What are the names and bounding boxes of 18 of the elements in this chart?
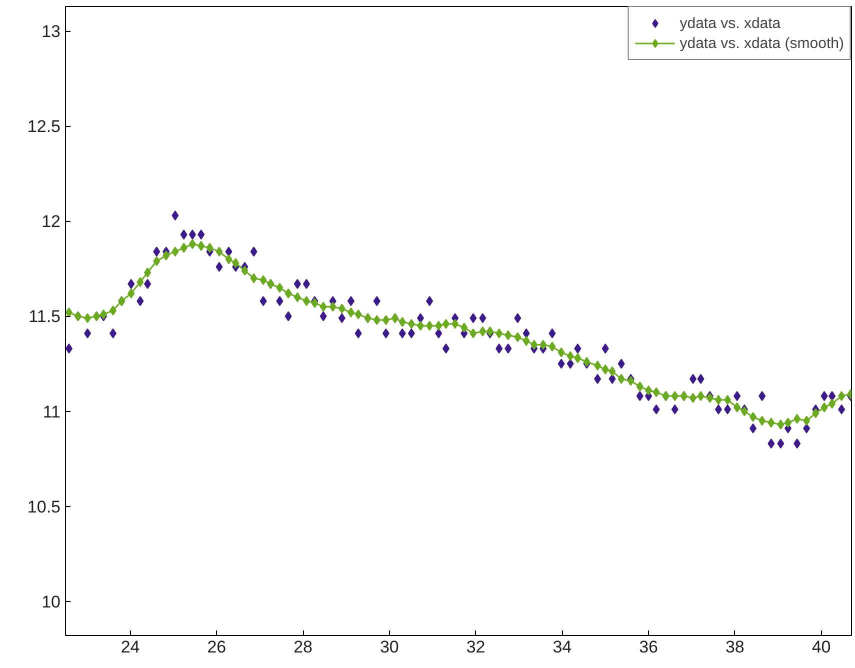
x-tick-label: 28 <box>294 638 312 656</box>
y-tick-label: 13 <box>42 22 61 42</box>
x-tick-label: 26 <box>207 638 226 656</box>
x-tick-label: 32 <box>466 638 486 656</box>
y-tick-label: 12 <box>42 212 61 232</box>
x-tick-label: 36 <box>639 638 658 656</box>
legend-label: ydata vs. xdata <box>680 14 781 32</box>
legend-label: ydata vs. xdata (smooth) <box>680 34 844 52</box>
x-tick-label: 30 <box>380 638 399 656</box>
y-tick-label: 10 <box>42 592 61 612</box>
x-tick-label: 24 <box>120 638 140 656</box>
y-tick-label: 12.5 <box>27 117 61 136</box>
x-tick-label: 38 <box>725 638 744 656</box>
y-tick-label: 11 <box>42 402 61 422</box>
y-tick-label: 11.5 <box>28 307 61 326</box>
x-tick-label: 40 <box>812 638 831 656</box>
y-tick-label: 10.5 <box>27 497 61 516</box>
x-tick-label: 34 <box>552 638 572 656</box>
